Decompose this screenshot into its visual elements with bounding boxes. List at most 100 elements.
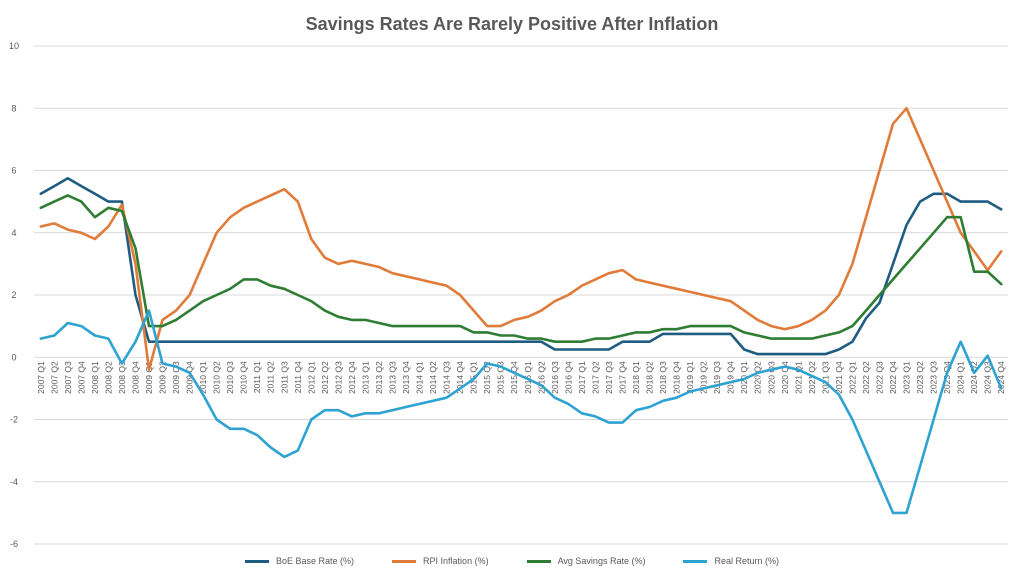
x-tick-label: 2013 Q3 [387,361,397,394]
x-tick-label: 2010 Q3 [225,361,235,394]
x-tick-label: 2024 Q1 [956,361,966,394]
x-tick-label: 2014 Q3 [442,361,452,394]
legend-swatch [526,559,551,563]
x-tick-label: 2008 Q2 [103,361,113,394]
x-tick-label: 2009 Q2 [158,361,168,394]
x-tick-label: 2007 Q1 [36,361,46,394]
x-tick-label: 2008 Q4 [130,361,140,394]
x-tick-label: 2012 Q1 [306,361,316,394]
chart-legend: BoE Base Rate (%) RPI Inflation (%) Avg Sa… [0,556,1024,566]
x-tick-label: 2009 Q1 [144,361,154,394]
y-tick-label: 4 [11,228,16,238]
series-line [39,194,1003,344]
x-tick-label: 2011 Q4 [293,361,303,393]
x-tick-label: 2021 Q1 [793,361,803,394]
y-tick-label: 2 [11,290,16,300]
x-tick-label: 2008 Q3 [117,361,127,394]
series-line [39,107,1003,372]
x-tick-label: 2015 Q4 [509,361,519,394]
legend-swatch [245,559,269,563]
x-tick-label: 2009 Q3 [171,361,181,394]
y-tick-label: -2 [10,415,18,425]
x-tick-label: 2011 Q3 [279,361,289,393]
x-tick-label: 2021 Q3 [820,361,830,394]
x-tick-label: 2023 Q2 [915,361,925,394]
x-tick-label: 2022 Q1 [847,361,857,394]
x-tick-label: 2018 Q3 [658,361,668,394]
x-tick-label: 2011 Q1 [252,361,262,393]
x-tick-label: 2020 Q2 [753,361,763,394]
legend-item: RPI Inflation (%) [392,556,489,566]
x-tick-label: 2014 Q1 [415,361,425,394]
x-tick-label: 2014 Q4 [455,361,465,394]
legend-label: BoE Base Rate (%) [276,556,355,566]
x-tick-label: 2018 Q4 [672,361,682,394]
y-tick-label: 0 [11,352,16,362]
x-tick-label: 2020 Q3 [766,361,776,394]
x-tick-label: 2013 Q2 [374,361,384,394]
x-tick-label: 2020 Q1 [739,361,749,394]
x-tick-label: 2010 Q1 [198,361,208,394]
legend-swatch [683,559,708,563]
x-tick-label: 2007 Q3 [63,361,73,394]
x-tick-label: 2013 Q1 [360,361,370,394]
x-tick-label: 2007 Q4 [76,361,86,394]
x-tick-label: 2021 Q4 [834,361,844,394]
y-tick-label: 8 [11,103,16,113]
x-tick-label: 2007 Q2 [49,361,59,394]
chart-title: Savings Rates Are Rarely Positive After … [305,14,719,34]
x-tick-label: 2024 Q3 [983,361,993,394]
y-tick-label: 6 [11,166,16,176]
x-tick-label: 2019 Q1 [685,361,695,394]
x-tick-label: 2016 Q4 [563,361,573,394]
x-tick-label: 2020 Q4 [780,361,790,394]
legend-label: Real Return (%) [714,556,779,566]
x-tick-label: 2018 Q2 [645,361,655,394]
x-tick-label: 2022 Q4 [888,361,898,394]
x-tick-label: 2014 Q2 [428,361,438,394]
x-tick-label: 2017 Q3 [604,361,614,394]
x-tick-label: 2019 Q4 [726,361,736,394]
x-tick-label: 2017 Q4 [617,361,627,394]
legend-label: Avg Savings Rate (%) [557,556,646,566]
x-tick-label: 2024 Q2 [969,361,979,394]
legend-label: RPI Inflation (%) [423,556,489,566]
x-tick-label: 2011 Q2 [266,361,276,393]
y-tick-label: -4 [10,477,18,487]
x-tick-label: 2022 Q2 [861,361,871,394]
x-tick-label: 2010 Q4 [239,361,249,394]
x-tick-label: 2012 Q4 [347,361,357,394]
y-tick-label: -6 [10,539,18,549]
x-tick-label: 2023 Q4 [942,361,952,394]
legend-item: Real Return (%) [683,556,779,566]
series-line [39,177,1003,356]
legend-item: BoE Base Rate (%) [245,556,354,566]
x-tick-label: 2013 Q4 [401,361,411,394]
x-tick-label: 2016 Q1 [523,361,533,394]
x-tick-label: 2008 Q1 [90,361,100,394]
x-tick-label: 2015 Q3 [496,361,506,394]
x-tick-label: 2024 Q4 [996,361,1006,394]
x-tick-label: 2012 Q2 [320,361,330,394]
x-tick-label: 2017 Q1 [577,361,587,394]
x-tick-label: 2023 Q3 [929,361,939,394]
x-tick-label: 2022 Q3 [874,361,884,394]
x-tick-label: 2017 Q2 [590,361,600,394]
legend-swatch [392,559,417,563]
x-tick-label: 2018 Q1 [631,361,641,394]
x-tick-label: 2016 Q3 [550,361,560,394]
x-tick-label: 2019 Q2 [699,361,709,394]
x-tick-label: 2009 Q4 [185,361,195,394]
x-tick-label: 2016 Q2 [536,361,546,394]
x-tick-label: 2023 Q1 [902,361,912,394]
x-tick-label: 2015 Q2 [482,361,492,394]
series-line [39,309,1003,515]
x-tick-label: 2012 Q3 [333,361,343,394]
legend-item: Avg Savings Rate (%) [526,556,646,566]
x-tick-label: 2021 Q2 [807,361,817,394]
y-tick-label: 10 [9,41,19,51]
x-tick-label: 2019 Q3 [712,361,722,394]
x-tick-label: 2010 Q2 [212,361,222,394]
